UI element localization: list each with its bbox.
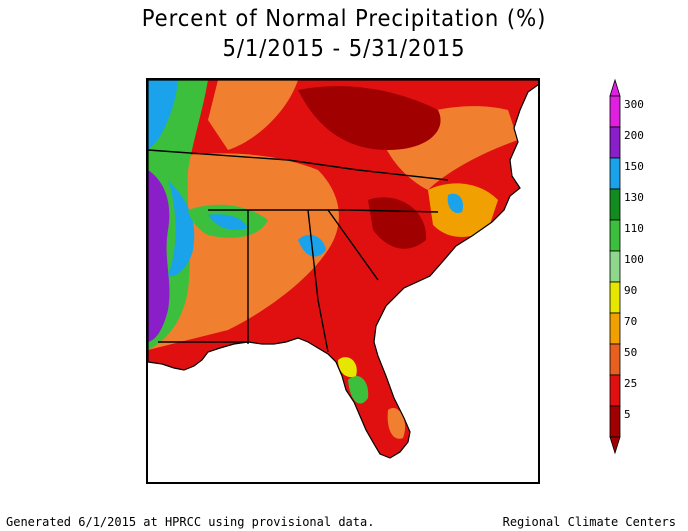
region-blue-northwest [148, 80, 178, 150]
region-green-florida [348, 376, 369, 404]
map-title: Percent of Normal Precipitation (%) [141, 6, 547, 32]
legend-swatch-100 [609, 250, 621, 283]
precipitation-map [146, 78, 540, 484]
color-legend: 300 200 150 130 110 100 90 70 50 25 5 [604, 78, 688, 458]
region-blue-nc [447, 193, 464, 214]
map-date-range: 5/1/2015 - 5/31/2015 [222, 36, 466, 62]
legend-swatch-5 [609, 405, 621, 438]
legend-swatch-150 [609, 157, 621, 190]
legend-swatch-50 [609, 343, 621, 376]
legend-swatch-70 [609, 312, 621, 345]
legend-swatch-25 [609, 374, 621, 407]
legend-label-110: 110 [624, 222, 644, 235]
footer-credit: Regional Climate Centers [502, 515, 676, 529]
region-blue-central [208, 214, 248, 230]
legend-label-90: 90 [624, 284, 638, 297]
legend-label-300: 300 [624, 98, 644, 111]
state-border-tn-south [208, 209, 439, 213]
legend-swatch-90 [609, 281, 621, 314]
state-border-ga-sc [327, 209, 379, 281]
legend-swatch-110 [609, 219, 621, 252]
state-border-al-ga [307, 209, 329, 353]
region-orange-florida [387, 408, 406, 439]
state-border-tn-north [148, 149, 449, 181]
region-orange-west [148, 153, 339, 350]
legend-arrow-top [609, 78, 621, 97]
footer-generated-note: Generated 6/1/2015 at HPRCC using provis… [6, 515, 375, 529]
legend-swatch-200 [609, 126, 621, 159]
legend-swatch-130 [609, 188, 621, 221]
legend-label-130: 130 [624, 191, 644, 204]
legend-label-150: 150 [624, 160, 644, 173]
region-orange-north [208, 80, 298, 150]
state-borders [148, 149, 449, 353]
legend-arrow-bottom [609, 436, 621, 455]
legend-label-25: 25 [624, 377, 638, 390]
legend-label-5: 5 [624, 408, 631, 421]
legend-label-70: 70 [624, 315, 638, 328]
region-blue-west [168, 180, 195, 277]
region-purple-west [148, 170, 170, 342]
legend-swatch-300 [609, 95, 621, 128]
legend-label-200: 200 [624, 129, 644, 142]
legend-label-100: 100 [624, 253, 644, 266]
legend-label-50: 50 [624, 346, 638, 359]
region-yellow-florida [338, 357, 357, 378]
region-darkred-north [298, 86, 441, 150]
region-yellow-orange-nc [428, 183, 498, 237]
